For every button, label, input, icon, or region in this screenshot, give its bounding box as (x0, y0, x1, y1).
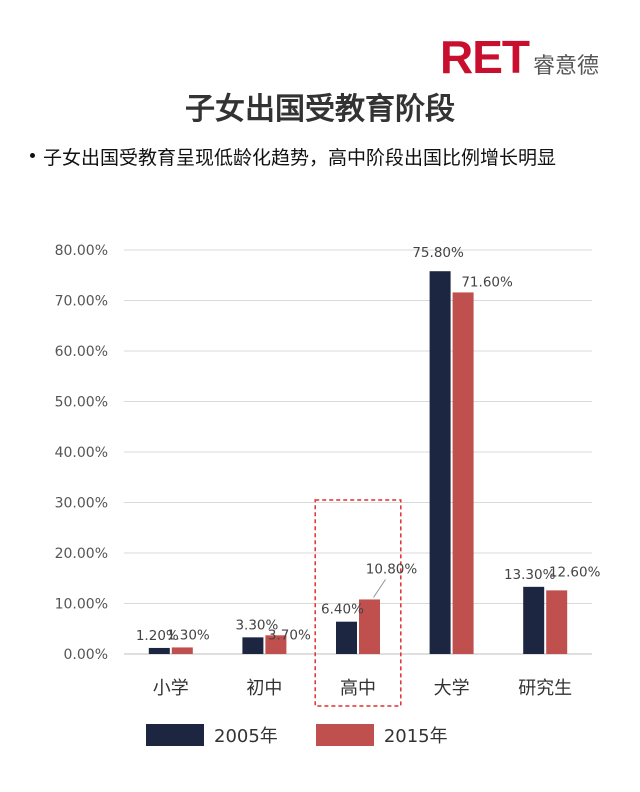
y-tick-label: 30.00% (55, 496, 108, 512)
legend-swatch-2015 (315, 724, 374, 746)
bar-2005 (242, 637, 264, 654)
data-label: 75.80% (412, 245, 464, 261)
y-tick-label: 80.00% (55, 243, 108, 259)
data-label: 1.20% (136, 628, 179, 644)
data-label: 3.30% (235, 617, 278, 633)
bar-2005 (148, 647, 170, 654)
legend-item-2015: 2015年 (315, 722, 448, 748)
y-tick-label: 20.00% (55, 546, 108, 562)
x-tick-label: 初中 (246, 678, 282, 699)
page-title: 子女出国受教育阶段 (185, 92, 455, 127)
data-label: 12.60% (549, 564, 601, 580)
legend-label-2015: 2015年 (383, 726, 448, 747)
label-leader-line (373, 579, 386, 598)
bar-2015 (171, 647, 193, 654)
data-label: 71.60% (461, 274, 513, 290)
bar-2015 (359, 599, 380, 654)
bullet-note: 子女出国受教育呈现低龄化趋势，高中阶段出国比例增长明显 (30, 146, 620, 170)
legend-swatch-2005 (146, 724, 204, 746)
legend-item-2005: 2005年 (146, 722, 278, 748)
y-tick-label: 50.00% (55, 395, 108, 411)
y-tick-label: 0.00% (64, 647, 108, 663)
data-label: 13.30% (504, 567, 556, 583)
bar-2005 (336, 621, 357, 654)
bar-2005 (429, 271, 451, 654)
bar-2015 (265, 635, 287, 654)
bullet-text: 子女出国受教育呈现低龄化趋势，高中阶段出国比例增长明显 (43, 147, 557, 169)
bar-2015 (546, 590, 568, 654)
x-tick-label: 大学 (434, 678, 470, 699)
y-tick-label: 10.00% (55, 597, 108, 613)
data-label: 10.80% (366, 561, 418, 577)
logo-mark: RET (440, 31, 530, 83)
legend-label-2005: 2005年 (214, 726, 278, 747)
y-tick-label: 40.00% (55, 445, 108, 461)
y-tick-label: 70.00% (55, 294, 108, 310)
bullet-dot-icon (30, 153, 35, 158)
y-tick-label: 60.00% (55, 344, 108, 360)
bar-2005 (523, 586, 545, 654)
brand-logo: RET 睿意德 (440, 30, 599, 83)
x-tick-label: 研究生 (518, 678, 572, 699)
x-tick-label: 高中 (340, 678, 376, 699)
logo-name: 睿意德 (533, 54, 600, 79)
highlight-box (314, 499, 402, 707)
chart-legend: 2005年 2015年 (146, 722, 486, 748)
x-tick-label: 小学 (153, 678, 189, 699)
bar-2015 (452, 292, 474, 654)
data-label: 1.30% (167, 627, 210, 643)
data-label: 6.40% (321, 602, 364, 618)
data-label: 3.70% (268, 627, 311, 643)
